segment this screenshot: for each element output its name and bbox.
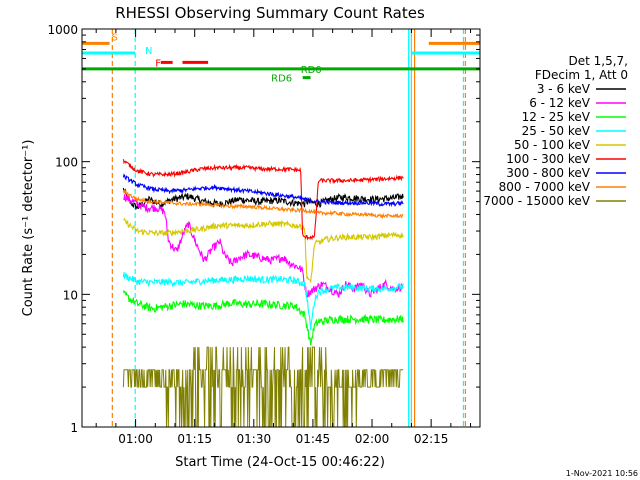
series-line-0 [122,188,404,210]
flag-label-rd0: RD0 [301,65,322,76]
axis-ticks: 01:00 01:15 01:30 01:45 02:00 02:15 1 10 100 1000 [47,23,480,446]
series-line-7 [122,189,404,220]
legend-label-7: 800 - 7000 keV [499,180,591,194]
footer-timestamp: 1-Nov-2021 10:56 [566,469,638,478]
legend-label-3: 25 - 50 keV [522,124,591,138]
legend-header-line-1: Det 1,5,7, [569,54,629,68]
plot-border [81,28,481,428]
x-tick-label: 02:00 [355,432,390,446]
x-axis-label: Start Time (24-Oct-15 00:46:22) [175,455,385,470]
x-tick-label: 01:30 [237,432,272,446]
x-tick-label: 02:15 [414,432,449,446]
y-tick-label: 10 [63,288,78,302]
plot-frame [81,28,481,428]
legend-label-5: 100 - 300 keV [506,152,590,166]
y-tick-label: 1 [70,421,78,435]
y-tick-label: 100 [55,156,78,170]
legend-label-1: 6 - 12 keV [529,96,591,110]
legend-label-0: 3 - 6 keV [537,82,591,96]
flag-label-f: F [155,58,161,69]
flag-label-s: S [112,32,118,43]
series-line-6 [122,173,404,208]
series-line-4 [123,217,404,284]
legend-label-6: 300 - 800 keV [506,166,590,180]
flag-label-rd6: RD6 [271,74,292,85]
legend-label-8: 7000 - 15000 keV [483,194,590,208]
series-line-2 [122,290,404,346]
series-line-5 [122,159,404,241]
flag-label-n: N [145,46,152,57]
plot-layer: S NF RD0 RD6 [82,29,480,428]
series-line-8 [122,346,404,428]
series-line-1 [123,194,404,299]
legend-label-4: 50 - 100 keV [514,138,591,152]
series-line-3 [122,271,404,331]
y-tick-label: 1000 [47,23,78,37]
legend-header-line-2: FDecim 1, Att 0 [535,68,628,82]
x-tick-label: 01:15 [177,432,212,446]
x-tick-label: 01:00 [118,432,153,446]
legend-label-2: 12 - 25 keV [522,110,591,124]
chart-title: RHESSI Observing Summary Count Rates [115,4,425,22]
x-tick-label: 01:45 [296,432,331,446]
y-axis-label: Count Rate (s⁻¹ detector⁻¹) [21,140,36,317]
